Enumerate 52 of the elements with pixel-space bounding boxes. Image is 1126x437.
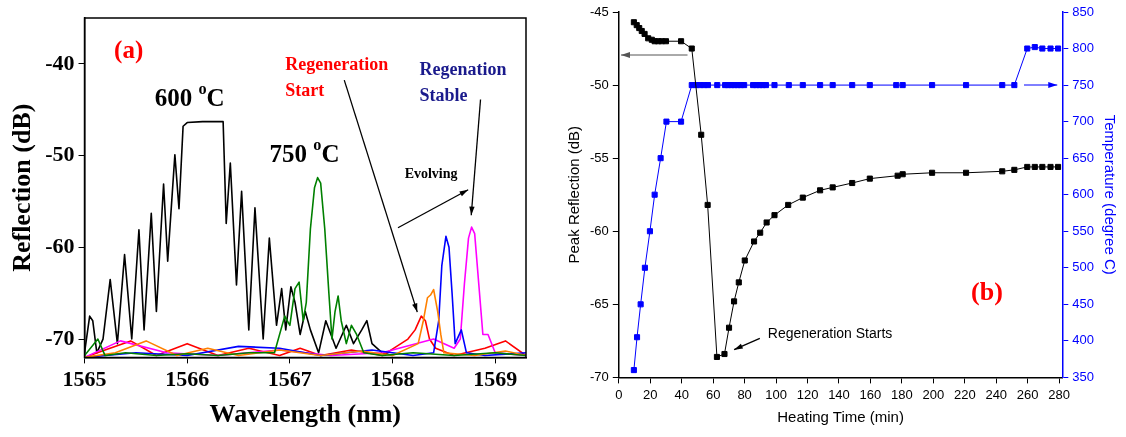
y2-axis-title: Temperature (degree C) [1101,114,1119,275]
y-tick-label: -45 [589,3,609,19]
annotation: (a) [114,36,144,65]
x-tick-label: 200 [922,386,945,402]
x-tick-label: 260 [1016,386,1039,402]
x-axis-title: Wavelength (nm) [209,399,401,429]
y-axis-title: Reflection (dB) [7,103,37,272]
x-tick-label: 40 [674,386,689,402]
x-tick-label: 100 [765,386,787,402]
y-tick-label: -60 [589,222,609,238]
y-tick-label: -70 [45,324,75,350]
x-tick-label: 180 [891,386,913,402]
x-tick-label: 1569 [473,366,518,392]
x-tick-label: 60 [705,386,721,402]
x-tick-label: 1567 [267,366,312,392]
y2-tick-label: 600 [1072,186,1095,202]
y2-tick-label: 450 [1072,295,1095,311]
y2-tick-label: 700 [1072,113,1095,129]
x-tick-label: 20 [643,386,658,402]
y-tick-label: -50 [45,141,75,167]
y2-tick-label: 800 [1072,40,1095,56]
x-tick-label: 1566 [165,366,210,392]
x-tick-label: 1568 [370,366,415,392]
y-tick-label: -55 [589,149,609,165]
x-tick-label: 80 [737,386,752,402]
y2-tick-label: 350 [1072,368,1095,384]
x-tick-label: 160 [859,386,882,402]
x-tick-label: 1565 [62,366,107,392]
annotation: (b) [971,277,1003,307]
y2-tick-label: 650 [1072,149,1095,165]
y-tick-label: -40 [45,49,75,75]
x-tick-label: 280 [1048,386,1071,402]
y-axis-title: Peak Reflection (dB) [565,125,583,264]
x-tick-label: 120 [796,386,819,402]
x-tick-label: 240 [985,386,1008,402]
y-tick-label: -50 [589,76,609,92]
x-tick-label: 0 [615,386,623,402]
annotation: Regeneration Starts [767,325,893,342]
x-axis-title: Heating Time (min) [777,408,904,426]
y2-tick-label: 500 [1072,259,1095,275]
x-tick-label: 140 [828,386,850,402]
y2-tick-label: 550 [1072,222,1095,238]
y2-tick-label: 850 [1072,3,1095,19]
annotation: Regenation Stable [419,58,507,105]
annotation: Regeneration Start [285,53,389,100]
y-tick-label: -70 [589,368,609,384]
y-tick-label: -65 [589,295,609,311]
annotation: Evolving [404,165,458,181]
y2-tick-label: 400 [1072,332,1095,348]
y2-tick-label: 750 [1072,76,1095,92]
y-tick-label: -60 [45,233,75,259]
x-tick-label: 220 [953,386,976,402]
